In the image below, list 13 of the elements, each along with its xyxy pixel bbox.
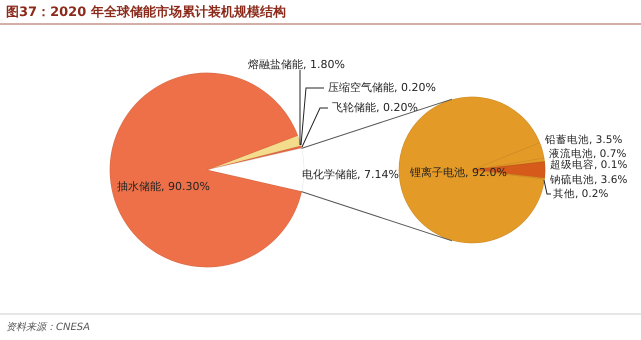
- slice-label: 电化学储能, 7.14%: [302, 168, 399, 181]
- slice-label: 铅蓄电池, 3.5%: [544, 133, 622, 146]
- slice-label: 超级电容, 0.1%: [550, 158, 628, 171]
- slice-label: 压缩空气储能, 0.20%: [328, 81, 436, 94]
- slice-label: 其他, 0.2%: [553, 187, 608, 200]
- chart-title: 图37：2020 年全球储能市场累计装机规模结构: [6, 4, 286, 20]
- slice-label: 钠硫电池, 3.6%: [549, 173, 628, 186]
- slice-label: 熔融盐储能, 1.80%: [248, 58, 345, 71]
- slice-label: 抽水储能, 90.30%: [117, 180, 210, 193]
- slice-label: 液流电池, 0.7%: [549, 147, 626, 160]
- slice-label: 锂离子电池, 92.0%: [409, 166, 507, 179]
- slice-label: 飞轮储能, 0.20%: [332, 101, 418, 114]
- text: 资料来源：CNESA: [6, 321, 90, 333]
